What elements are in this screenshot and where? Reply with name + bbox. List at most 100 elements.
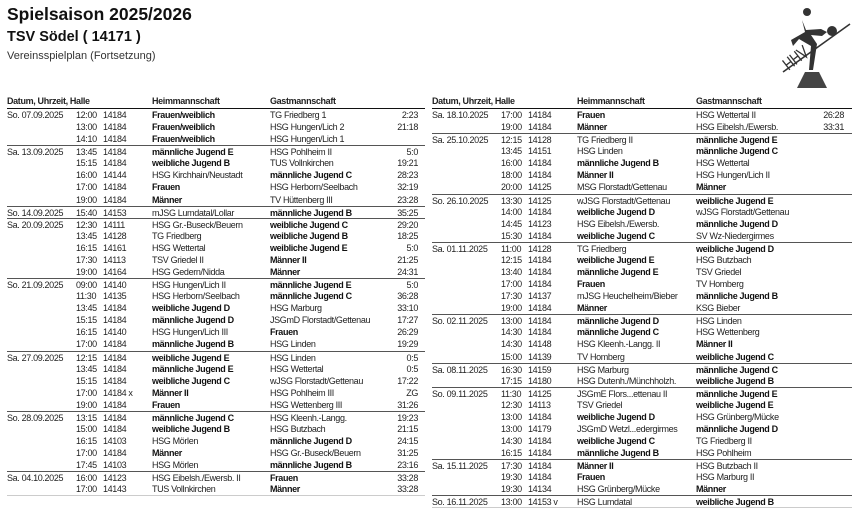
time-cell: 16:00 (76, 170, 97, 181)
hall-cell: 14184 (103, 182, 127, 193)
home-team-cell: TG Friedberg II (577, 135, 633, 146)
home-team-cell: Männer II (577, 170, 614, 181)
column-header-guest: Gastmannschaft (270, 96, 336, 106)
result-cell: 19:23 (397, 412, 418, 423)
result-cell: 23:28 (397, 194, 418, 205)
home-team-cell: HSG Herborn/Seelbach (152, 291, 240, 302)
hall-cell: 14128 (528, 243, 552, 254)
hall-cell: 14184 (528, 122, 552, 133)
time-cell: 19:30 (501, 472, 522, 483)
guest-team-cell: HSG Butzbach II (696, 461, 758, 472)
schedule-table-left: Datum, Uhrzeit, Halle Heimmannschaft Gas… (7, 96, 425, 497)
time-cell: 18:00 (501, 170, 522, 181)
table-row: 13:00 14184 weibliche Jugend D HSG Grünberg… (432, 411, 852, 423)
hall-cell: 14184 (103, 399, 127, 410)
guest-team-cell: männliche Jugend C (270, 170, 352, 181)
time-cell: 14:30 (501, 327, 522, 338)
home-team-cell: TSV Griedel (577, 399, 623, 410)
guest-team-cell: Männer (270, 266, 300, 277)
time-cell: 19:00 (501, 303, 522, 314)
guest-team-cell: männliche Jugend D (270, 435, 352, 446)
table-row: 15:00 14139 TV Homberg weibliche Jugend C (432, 351, 852, 363)
date-cell: Sa. 18.10.2025 (432, 110, 489, 120)
time-cell: 17:00 (76, 484, 97, 495)
home-team-cell: weibliche Jugend C (577, 435, 655, 446)
hall-cell: 14140 (103, 280, 127, 291)
hall-cell: 14184 (528, 435, 552, 446)
table-row: So. 07.09.2025 12:00 14184 Frauen/weiblich T… (7, 109, 425, 121)
table-row: 13:40 14184 männliche Jugend E TSV Griedel (432, 266, 852, 278)
guest-team-cell: TUS Vollnkirchen (270, 158, 334, 169)
time-cell: 11:00 (501, 243, 522, 254)
home-team-cell: männliche Jugend E (152, 363, 234, 374)
result-cell: 24:31 (397, 266, 418, 277)
table-row: 14:30 14184 weibliche Jugend C TG Friedberg… (432, 435, 852, 447)
guest-team-cell: HSG Linden (696, 316, 742, 327)
guest-team-cell: TSV Griedel (696, 266, 742, 277)
date-cell: So. 14.09.2025 (7, 207, 64, 218)
table-row: Sa. 20.09.2025 12:30 14111 HSG Gr.-Buseck/B… (7, 217, 425, 230)
table-row: 17:00 14184 Frauen HSG Herborn/Seelbach 32:1… (7, 181, 425, 193)
time-cell: 17:30 (501, 461, 522, 472)
table-row: 13:00 14179 JSGmD Wetzl...edergirmes männli… (432, 423, 852, 435)
hall-cell: 14184 (528, 327, 552, 338)
table-row: 13:45 14184 männliche Jugend E HSG Wetterta… (7, 363, 425, 375)
table-row: 16:15 14184 männliche Jugend B HSG Pohlheim (432, 447, 852, 459)
guest-team-cell: männliche Jugend E (696, 388, 778, 399)
hall-cell: 14184 (528, 158, 552, 169)
guest-team-cell: TG Friedberg II (696, 435, 752, 446)
time-cell: 17:00 (76, 448, 97, 459)
result-cell: 19:29 (397, 339, 418, 350)
table-row: 19:00 14184 Männer KSG Bieber (432, 302, 852, 314)
guest-team-cell: HSG Eibelsh./Ewersb. (696, 122, 779, 133)
time-cell: 16:00 (501, 158, 522, 169)
time-cell: 17:00 (76, 387, 97, 398)
home-team-cell: TG Friedberg (577, 243, 627, 254)
result-cell: 5:0 (406, 242, 419, 253)
hall-cell: 14184 (528, 170, 552, 181)
guest-team-cell: männliche Jugend E (696, 135, 778, 146)
table-row: 16:00 14144 HSG Kirchhain/Neustadt männlich… (7, 169, 425, 181)
table-row: 15:15 14184 weibliche Jugend B TUS Vollnkir… (7, 157, 425, 169)
home-team-cell: HSG Hungen/Lich III (152, 327, 228, 338)
time-cell: 13:00 (501, 316, 522, 327)
guest-team-cell: männliche Jugend E (270, 280, 352, 291)
home-team-cell: weibliche Jugend D (577, 411, 655, 422)
result-cell: 23:16 (397, 460, 418, 471)
table-row: 13:45 14184 weibliche Jugend D HSG Marburg 3… (7, 302, 425, 314)
home-team-cell: männliche Jugend B (577, 448, 659, 459)
home-team-cell: JSGmD Wetzl...edergirmes (577, 423, 678, 434)
table-row: 19:00 14184 Männer HSG Eibelsh./Ewersb. 33:3… (432, 121, 852, 133)
guest-team-cell: HSG Pohlheim (696, 448, 752, 459)
table-row: 16:15 14161 HSG Wettertal weibliche Jugend … (7, 242, 425, 254)
guest-team-cell: männliche Jugend C (696, 146, 778, 157)
time-cell: 19:30 (501, 484, 522, 495)
home-team-cell: HSG Mörlen (152, 435, 199, 446)
table-row: Sa. 01.11.2025 11:00 14128 TG Friedberg weib… (432, 241, 852, 254)
home-team-cell: TSV Griedel II (152, 254, 204, 265)
table-row: 19:00 14164 HSG Gedern/Nidda Männer 24:31 (7, 266, 425, 278)
hall-cell: 14184 (528, 206, 552, 217)
table-end-divider (7, 495, 425, 497)
table-row: 20:00 14125 MSG Florstadt/Gettenau Männer (432, 181, 852, 193)
table-row: 15:30 14184 weibliche Jugend C SV Wz-Nieder… (432, 230, 852, 242)
table-row: So. 09.11.2025 11:30 14125 JSGmE Flors...et… (432, 386, 852, 399)
time-cell: 13:40 (501, 266, 522, 277)
home-team-cell: weibliche Jugend E (152, 352, 230, 363)
time-cell: 17:00 (76, 182, 97, 193)
guest-team-cell: HSG Marburg II (696, 472, 755, 483)
table-row: So. 14.09.2025 15:40 14153 mJSG Lumdatal/Lo… (7, 205, 425, 218)
guest-team-cell: weibliche Jugend B (696, 375, 774, 386)
result-cell: 29:20 (397, 219, 418, 230)
hall-cell: 14184 (528, 316, 552, 327)
date-cell: So. 09.11.2025 (432, 388, 488, 399)
guest-team-cell: männliche Jugend C (270, 291, 352, 302)
guest-team-cell: Männer (696, 484, 726, 495)
home-team-cell: Frauen (577, 110, 605, 120)
time-cell: 13:30 (501, 195, 522, 206)
guest-team-cell: männliche Jugend B (270, 207, 352, 218)
table-row: 14:00 14184 weibliche Jugend D wJSG Florsta… (432, 206, 852, 218)
hall-cell: 14161 (103, 242, 127, 253)
date-cell: So. 26.10.2025 (432, 195, 489, 206)
hall-cell: 14184 (103, 134, 127, 145)
